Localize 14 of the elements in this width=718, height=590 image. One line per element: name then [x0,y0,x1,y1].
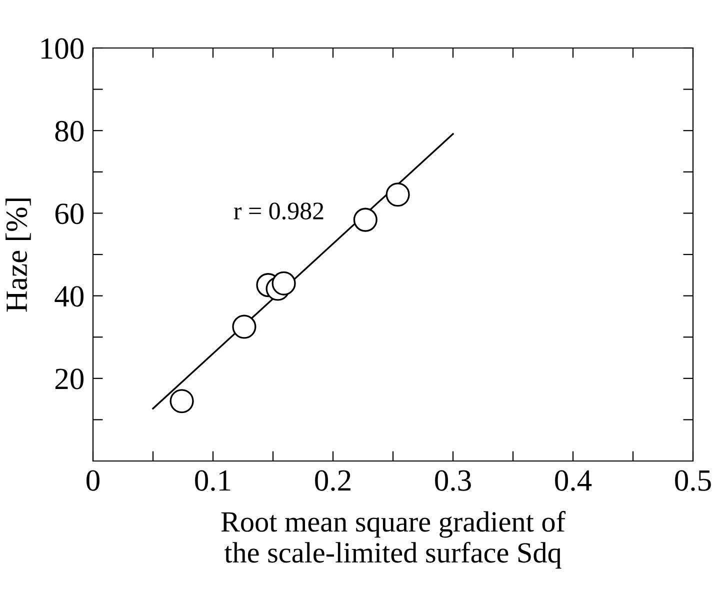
x-tick-label: 0.2 [315,470,350,491]
annotation: r = 0.982 [234,202,324,220]
x-tick-label: 0.1 [195,470,230,491]
y-tick-label: 80 [55,120,84,142]
y-tick-label: 20 [55,368,84,390]
x-tick-label: 0.4 [555,470,592,491]
x-tick-label: 0.3 [435,470,471,491]
x-tick-label: 0 [86,470,100,491]
y-tick-label: 100 [42,38,84,59]
x-axis-title: Root mean square gradient of the scale-limited surface Sdq [221,510,566,569]
y-tick-label: 60 [55,203,84,224]
x-tick-label: 0.5 [675,470,711,491]
y-tick-label: 40 [54,286,84,307]
y-axis-title: Haze [%] [6,198,31,312]
